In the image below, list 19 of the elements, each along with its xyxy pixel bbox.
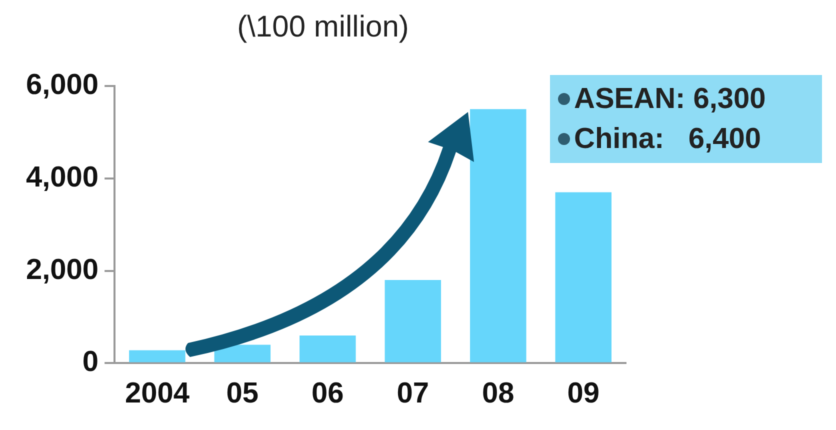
x-tick-label: 05 [226,378,259,410]
chart-title: (\100 million) [237,10,409,44]
bar [214,344,271,362]
bar [129,350,186,362]
x-tick-label: 09 [567,378,600,410]
y-tick-label: 4,000 [26,161,99,194]
y-tick-label: 2,000 [26,254,99,286]
x-tick-label: 06 [312,378,344,410]
annotation: China: 6,400 [574,122,761,157]
x-tick-label: 08 [482,378,514,410]
bar [470,109,526,362]
annotation: ASEAN: 6,300 [574,82,766,117]
y-tick-label: 0 [82,346,99,378]
x-tick-label: 2004 [124,378,190,410]
bar [555,192,612,362]
bar [300,335,356,362]
y-tick-label: 6,000 [26,69,99,101]
x-tick-label: 07 [396,378,430,410]
bar [384,280,442,362]
